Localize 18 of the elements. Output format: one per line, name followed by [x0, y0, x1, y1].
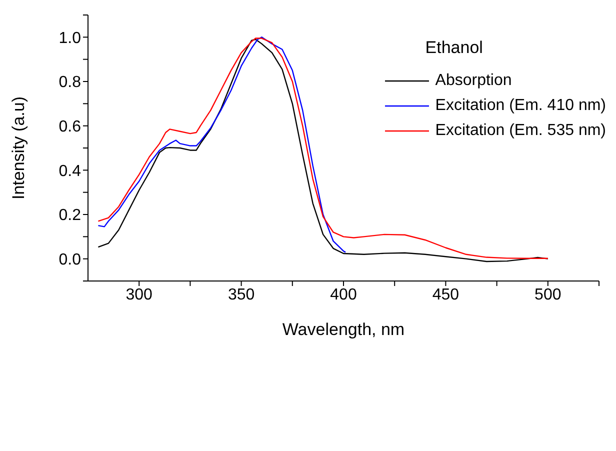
y-tick-label: 0.6 — [58, 118, 82, 136]
x-tick-label: 300 — [126, 286, 153, 304]
x-tick-label: 450 — [432, 286, 460, 304]
y-tick-label: 0.2 — [58, 207, 82, 224]
legend-title: Ethanol — [425, 38, 484, 58]
x-tick-label: 500 — [534, 286, 562, 304]
x-tick-label: 350 — [228, 286, 255, 304]
x-axis-title: Wavelength, nm — [282, 320, 405, 339]
legend-label: Excitation (Em. 535 nm) — [435, 122, 606, 140]
y-tick-label: 0.0 — [58, 252, 82, 269]
y-axis-title: Intensity (a.u) — [9, 96, 28, 200]
legend-label: Excitation (Em. 410 nm) — [435, 96, 606, 114]
y-tick-label: 1.0 — [58, 30, 82, 47]
x-tick-label: 400 — [330, 286, 357, 304]
legend-label: Absorption — [435, 72, 512, 90]
y-tick-label: 0.4 — [58, 162, 82, 180]
line-series — [98, 36, 346, 253]
y-tick-label: 0.8 — [58, 74, 82, 92]
